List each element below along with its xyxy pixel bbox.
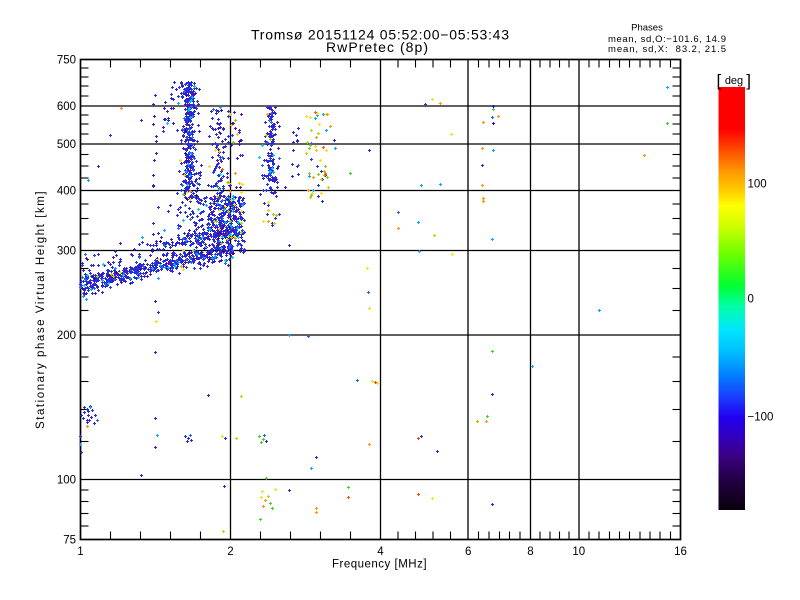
svg-text:Stationary phase Virtual Heigh: Stationary phase Virtual Height [km] <box>35 191 47 429</box>
svg-text:600: 600 <box>57 101 76 113</box>
svg-text:2: 2 <box>227 546 233 558</box>
svg-text:16: 16 <box>674 546 687 558</box>
svg-text:mean, sd,O:−101.6, 14.9: mean, sd,O:−101.6, 14.9 <box>608 34 726 45</box>
svg-text:100: 100 <box>57 475 76 487</box>
svg-text:mean, sd,X: 83.2, 21.5: mean, sd,X: 83.2, 21.5 <box>608 44 726 55</box>
svg-text:750: 750 <box>57 55 76 67</box>
svg-text:]: ] <box>746 71 751 90</box>
svg-text:Frequency [MHz]: Frequency [MHz] <box>332 559 427 571</box>
svg-text:75: 75 <box>63 535 76 547</box>
svg-text:500: 500 <box>57 139 76 151</box>
svg-text:deg: deg <box>725 75 743 87</box>
svg-text:1: 1 <box>77 546 83 558</box>
svg-text:RwPretec (8p): RwPretec (8p) <box>326 39 428 55</box>
svg-text:200: 200 <box>57 330 76 342</box>
svg-text:8: 8 <box>527 546 533 558</box>
svg-text:6: 6 <box>465 546 471 558</box>
svg-text:100: 100 <box>748 178 767 190</box>
svg-text:10: 10 <box>572 546 585 558</box>
svg-text:Tromsø 20151124 05:52:00−05:53: Tromsø 20151124 05:52:00−05:53:43 <box>251 27 509 43</box>
svg-text:300: 300 <box>57 246 76 258</box>
svg-text:0: 0 <box>748 294 754 306</box>
svg-text:Phases: Phases <box>631 23 663 34</box>
svg-text:400: 400 <box>57 186 76 198</box>
svg-text:−100: −100 <box>748 411 774 423</box>
svg-text:4: 4 <box>377 546 384 558</box>
svg-text:[: [ <box>717 71 722 90</box>
